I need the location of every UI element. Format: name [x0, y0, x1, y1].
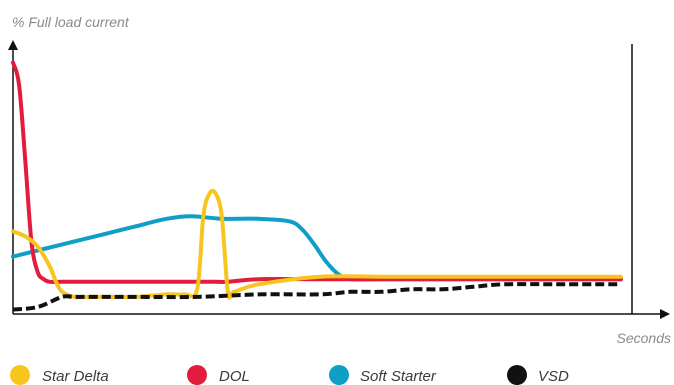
legend-label-dol: DOL: [219, 368, 250, 385]
legend-label-star-delta: Star Delta: [42, 368, 109, 385]
legend-swatch-dol: [187, 365, 207, 385]
series-line-vsd: [12, 282, 621, 312]
legend-label-soft-starter: Soft Starter: [360, 368, 437, 385]
legend-item-dol: DOL: [187, 365, 250, 385]
legend-swatch-vsd: [507, 365, 527, 385]
series-layer: [11, 60, 623, 312]
axes: [8, 40, 670, 319]
legend-item-soft-starter: Soft Starter: [329, 365, 437, 385]
legend-swatch-soft-starter: [329, 365, 349, 385]
legend-label-vsd: VSD: [538, 368, 569, 385]
y-axis-label: % Full load current: [12, 14, 130, 30]
legend: Star Delta DOL Soft Starter VSD: [10, 365, 569, 385]
series-line-soft-starter: [11, 214, 623, 282]
legend-swatch-star-delta: [10, 365, 30, 385]
y-axis-arrow: [8, 40, 18, 50]
series-line-star-delta: [11, 188, 623, 300]
x-axis-label: Seconds: [617, 330, 671, 346]
x-axis-arrow: [660, 309, 670, 319]
series-line-dol: [11, 60, 623, 284]
legend-item-vsd: VSD: [507, 365, 569, 385]
legend-item-star-delta: Star Delta: [10, 365, 109, 385]
